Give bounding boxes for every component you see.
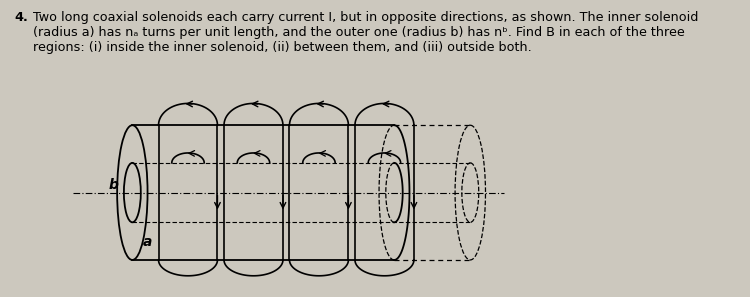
Text: a: a: [142, 235, 152, 249]
Text: 4.: 4.: [14, 11, 28, 24]
Text: regions: (i) inside the inner solenoid, (ii) between them, and (iii) outside bot: regions: (i) inside the inner solenoid, …: [34, 41, 532, 54]
Text: Two long coaxial solenoids each carry current I, but in opposite directions, as : Two long coaxial solenoids each carry cu…: [34, 11, 699, 24]
Text: (radius a) has nₐ turns per unit length, and the outer one (radius b) has nᵇ. Fi: (radius a) has nₐ turns per unit length,…: [34, 26, 686, 39]
Text: b: b: [109, 178, 118, 192]
